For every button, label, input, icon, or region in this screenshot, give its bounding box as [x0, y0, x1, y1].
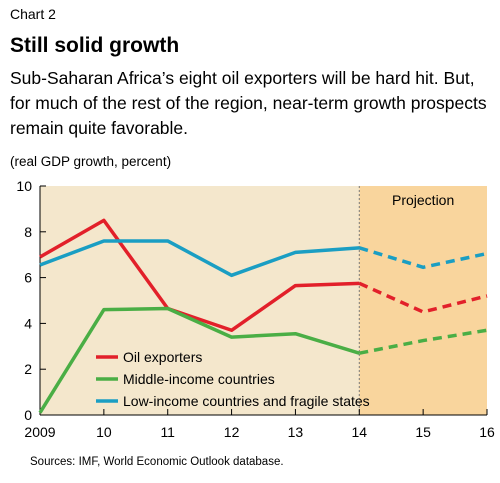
legend-label: Middle-income countries	[123, 371, 275, 387]
projection-label: Projection	[392, 192, 454, 208]
x-tick-label: 13	[288, 424, 304, 440]
series-line-0	[39, 218, 360, 333]
y-tick-label: 2	[24, 361, 32, 377]
x-tick-label: 15	[415, 424, 431, 440]
x-tick-label: 2009	[24, 424, 55, 440]
series-line-2	[39, 239, 360, 278]
source-note: Sources: IMF, World Economic Outlook dat…	[30, 456, 284, 468]
x-tick-label: 14	[351, 424, 367, 440]
y-tick-label: 0	[24, 407, 32, 423]
projection-shading	[359, 186, 487, 415]
y-axis-unit-label: (real GDP growth, percent)	[10, 154, 172, 169]
plot-background	[40, 186, 360, 415]
legend-label: Oil exporters	[123, 349, 202, 365]
series-projection-line-2	[358, 246, 488, 270]
x-tick-label: 10	[96, 424, 112, 440]
x-tick-label: 12	[224, 424, 240, 440]
y-tick-label: 4	[24, 315, 32, 331]
chart-number-label: Chart 2	[10, 6, 56, 22]
x-tick-label: 11	[160, 424, 175, 440]
legend-label: Low-income countries and fragile states	[123, 393, 370, 409]
series-projection-line-1	[358, 328, 488, 355]
y-tick-label: 8	[24, 224, 32, 240]
series-line-1	[38, 306, 360, 414]
chart-title: Still solid growth	[10, 34, 180, 57]
series-projection-line-0	[358, 281, 488, 314]
y-tick-label: 6	[24, 270, 32, 286]
x-tick-label: 16	[479, 424, 495, 440]
y-tick-label: 10	[16, 178, 32, 194]
chart-subtitle: Sub-Saharan Africa’s eight oil exporters…	[10, 68, 487, 138]
